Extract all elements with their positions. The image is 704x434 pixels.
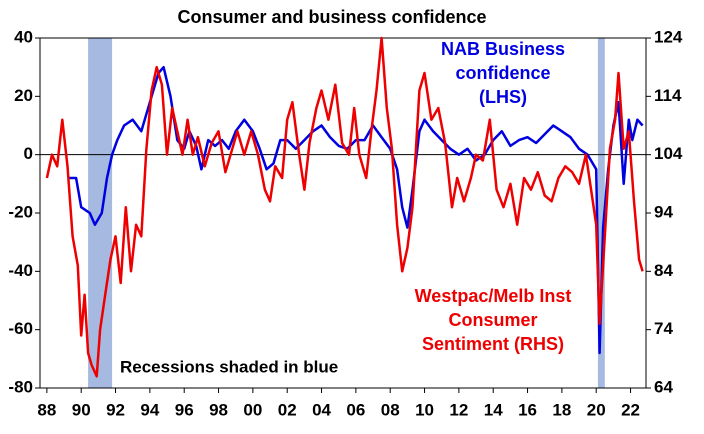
series-label: confidence: [455, 63, 550, 83]
y-tick-label: 40: [14, 27, 33, 46]
series-label: Westpac/Melb Inst: [415, 286, 572, 306]
recession-note: Recessions shaded in blue: [120, 357, 338, 376]
series-line: [45, 36, 644, 378]
x-tick-label: 18: [552, 400, 571, 419]
chart-title: Consumer and business confidence: [177, 7, 486, 27]
series-label: NAB Business: [441, 39, 565, 59]
y-tick-label: -60: [8, 319, 33, 338]
y2-tick-label: 84: [654, 261, 673, 280]
y-tick-label: 20: [14, 86, 33, 105]
y2-tick-label: 124: [654, 27, 683, 46]
x-tick-label: 08: [381, 400, 400, 419]
x-tick-label: 98: [209, 400, 228, 419]
y2-tick-label: 64: [654, 377, 673, 396]
x-tick-label: 04: [312, 400, 331, 419]
x-tick-label: 12: [449, 400, 468, 419]
x-tick-label: 10: [415, 400, 434, 419]
x-tick-label: 96: [175, 400, 194, 419]
x-tick-label: 22: [621, 400, 640, 419]
x-tick-label: 14: [484, 400, 503, 419]
y-tick-label: 0: [24, 144, 33, 163]
y-tick-label: -80: [8, 377, 33, 396]
series-label: Sentiment (RHS): [422, 334, 564, 354]
y2-tick-label: 104: [654, 144, 683, 163]
y-tick-label: -20: [8, 202, 33, 221]
series-label: (LHS): [479, 87, 527, 107]
y2-tick-label: 114: [654, 86, 682, 105]
x-tick-label: 92: [106, 400, 125, 419]
x-tick-label: 02: [278, 400, 297, 419]
x-tick-label: 20: [587, 400, 606, 419]
x-tick-label: 06: [346, 400, 365, 419]
y2-tick-label: 74: [654, 319, 673, 338]
x-tick-label: 16: [518, 400, 537, 419]
plot-frame: [39, 37, 647, 389]
series-label: Consumer: [448, 310, 537, 330]
x-tick-label: 94: [140, 400, 159, 419]
recession-band: [597, 38, 605, 388]
x-tick-label: 88: [37, 400, 56, 419]
x-tick-label: 00: [243, 400, 262, 419]
y-tick-label: -40: [8, 261, 33, 280]
y2-tick-label: 94: [654, 202, 673, 221]
series-line: [69, 65, 644, 355]
x-tick-label: 90: [72, 400, 91, 419]
